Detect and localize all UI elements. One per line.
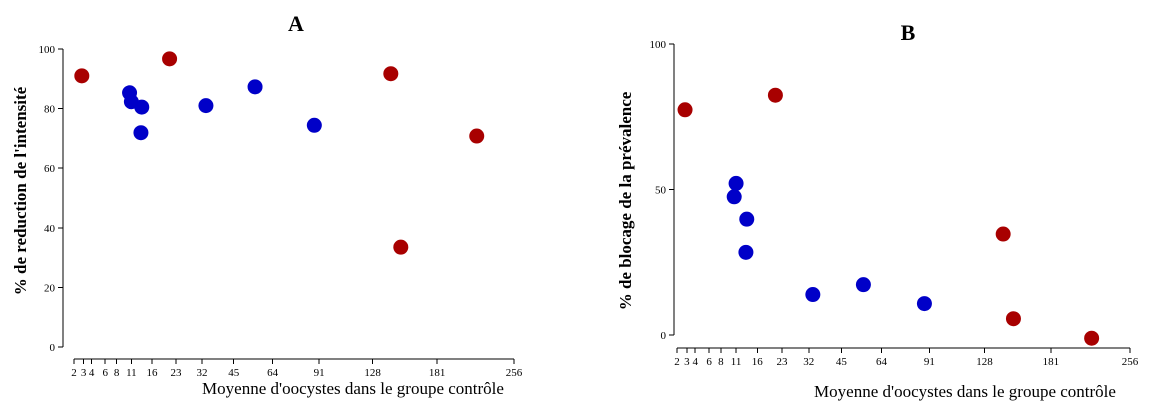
panel-a-x-tick-label: 23 xyxy=(171,367,183,379)
panel-a-y-tick-label: 0 xyxy=(50,342,56,354)
panel-b-x-tick-label: 32 xyxy=(803,356,814,368)
panel-a-x-tick-label: 181 xyxy=(429,367,446,379)
panel-a-red-point xyxy=(469,128,485,144)
panel-a-x-tick-label: 4 xyxy=(89,367,95,379)
panel-b-blue-point xyxy=(726,189,742,205)
panel-b-x-axis-title: Moyenne d'oocystes dans le groupe contrô… xyxy=(814,382,1116,401)
panel-b-x-tick-label: 128 xyxy=(976,356,993,368)
panel-b-points xyxy=(677,87,1100,346)
panel-b-x-tick-label: 181 xyxy=(1043,356,1060,368)
panel-b-x-tick-label: 45 xyxy=(836,356,848,368)
panel-a-points xyxy=(74,51,485,255)
panel-b-y-tick-label: 0 xyxy=(661,330,667,342)
panel-a-x-tick-label: 16 xyxy=(147,367,159,379)
panel-a-blue-point xyxy=(306,117,322,133)
panel-b-x-tick-label: 16 xyxy=(752,356,764,368)
panel-b-red-point xyxy=(1005,311,1021,327)
panel-a-y-tick-label: 40 xyxy=(44,223,56,235)
panel-a-x-tick-label: 2 xyxy=(71,367,77,379)
panel-a-blue-point xyxy=(133,125,149,141)
panel-a-title: A xyxy=(288,11,304,36)
panel-a-y-axis-title: % de reduction de l'intensité xyxy=(11,86,30,295)
panel-b-x-tick-label: 6 xyxy=(706,356,712,368)
panel-a-y-tick-label: 20 xyxy=(44,282,56,294)
panel-b-y-tick-label: 50 xyxy=(655,185,667,197)
panel-a-red-point xyxy=(393,239,409,255)
panel-a-x-tick-label: 8 xyxy=(114,367,120,379)
panel-a-red-point xyxy=(162,51,178,67)
panel-a-x-tick-label: 128 xyxy=(364,367,381,379)
panel-b-x-tick-label: 64 xyxy=(876,356,888,368)
panel-a-x-axis-title: Moyenne d'oocystes dans le groupe contrô… xyxy=(202,379,504,398)
panel-a-x-tick-label: 64 xyxy=(267,367,279,379)
panel-a-blue-point xyxy=(198,98,214,114)
panel-b-red-point xyxy=(767,87,783,103)
panel-b-x-tick-label: 4 xyxy=(692,356,698,368)
panel-b-red-point xyxy=(677,102,693,118)
panel-b-blue-point xyxy=(728,175,744,191)
panel-b-blue-point xyxy=(916,296,932,312)
panel-a-blue-point xyxy=(134,99,150,115)
panel-b-red-point xyxy=(1084,330,1100,346)
panel-b-blue-point xyxy=(738,244,754,260)
panel-b-blue-point xyxy=(855,277,871,293)
panel-a-x-tick-label: 32 xyxy=(196,367,207,379)
panel-b-x-tick-label: 91 xyxy=(924,356,935,368)
panel-a-x-tick-label: 6 xyxy=(102,367,108,379)
panel-b-blue-point xyxy=(805,287,821,303)
panel-a-x-tick-label: 91 xyxy=(314,367,325,379)
panel-a-x-tick-label: 256 xyxy=(506,367,523,379)
panel-b-y-tick-label: 100 xyxy=(650,39,667,51)
panel-a-x-tick-label: 3 xyxy=(81,367,87,379)
panel-b: B % de blocage de la prévalence Moyenne … xyxy=(616,20,1139,401)
panel-b-x-tick-label: 3 xyxy=(684,356,690,368)
panel-b-title: B xyxy=(901,20,916,45)
panel-b-x-tick-label: 8 xyxy=(718,356,724,368)
panel-a-y-tick-label: 80 xyxy=(44,104,56,116)
panel-a-red-point xyxy=(383,66,399,82)
panel-a: A % de reduction de l'intensité Moyenne … xyxy=(11,11,523,398)
panel-b-x-tick-label: 256 xyxy=(1122,356,1139,368)
panel-a-x-tick-label: 45 xyxy=(228,367,240,379)
panel-a-x-tick-label: 11 xyxy=(126,367,137,379)
panel-b-x-tick-label: 11 xyxy=(731,356,742,368)
panel-b-y-axis-title: % de blocage de la prévalence xyxy=(616,91,635,310)
panel-b-red-point xyxy=(995,226,1011,242)
panel-a-red-point xyxy=(74,68,90,84)
panel-a-y-tick-label: 60 xyxy=(44,163,56,175)
panel-b-x-tick-label: 23 xyxy=(777,356,789,368)
panel-a-y-tick-label: 100 xyxy=(39,44,56,56)
panel-b-x-tick-label: 2 xyxy=(674,356,680,368)
panel-a-blue-point xyxy=(247,79,263,95)
panel-b-blue-point xyxy=(739,211,755,227)
